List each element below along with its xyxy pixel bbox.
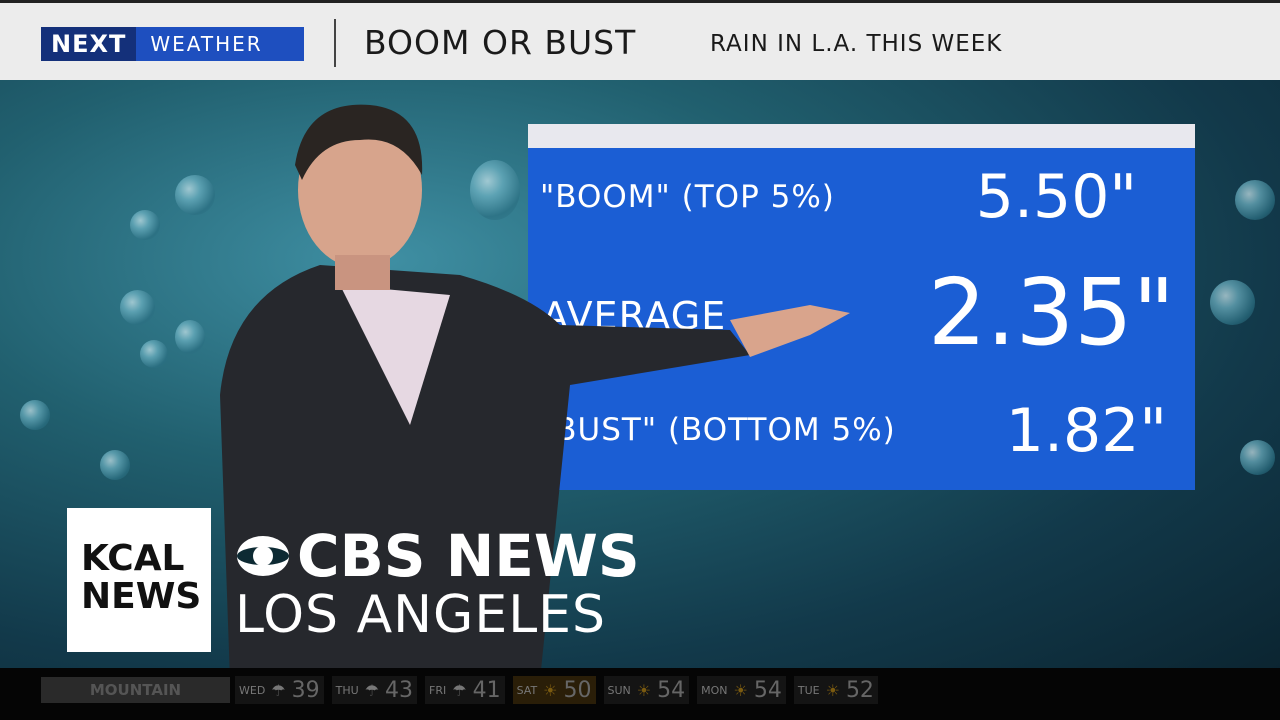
kcal-text: KCAL xyxy=(81,538,185,579)
rain-icon: ☂ xyxy=(271,680,286,700)
sun-icon: ☀ xyxy=(825,680,840,700)
forecast-day: FRI ☂ 41 xyxy=(425,676,505,704)
rain-icon: ☂ xyxy=(452,680,467,700)
logo-next: NEXT xyxy=(41,27,137,61)
next-weather-logo: NEXT WEATHER xyxy=(41,27,304,61)
forecast-day: TUE ☀ 52 xyxy=(793,676,878,704)
forecast-day: MON ☀ 54 xyxy=(697,676,786,704)
kcal-news-logo: KCAL NEWS xyxy=(67,508,211,652)
subheadline: RAIN IN L.A. THIS WEEK xyxy=(710,31,1003,57)
cbs-news-text: CBS NEWS xyxy=(297,522,640,590)
cbs-news-logo: CBS NEWS xyxy=(235,522,640,590)
bust-label: "BUST" (BOTTOM 5%) xyxy=(540,412,896,448)
city-name: LOS ANGELES xyxy=(235,585,607,645)
rain-icon: ☂ xyxy=(364,680,380,700)
average-value: 2.35" xyxy=(927,259,1175,366)
boom-label: "BOOM" (TOP 5%) xyxy=(540,179,835,215)
headline: BOOM OR BUST xyxy=(364,23,637,62)
top-banner: NEXT WEATHER BOOM OR BUST RAIN IN L.A. T… xyxy=(0,0,1280,80)
sun-icon: ☀ xyxy=(543,680,558,700)
presenter xyxy=(220,104,850,680)
forecast-day: SUN ☀ 54 xyxy=(603,676,690,704)
bust-value: 1.82" xyxy=(1005,396,1167,466)
cbs-eye-icon xyxy=(237,536,289,576)
sun-icon: ☀ xyxy=(636,680,652,700)
logo-weather: WEATHER xyxy=(150,32,263,56)
rainfall-board: "BOOM" (TOP 5%) 5.50" AVERAGE 2.35" "BUS… xyxy=(528,124,1195,490)
forecast-day: THU ☂ 43 xyxy=(331,676,418,704)
weather-ticker: MOUNTAIN WED ☂ 39 THU ☂ 43 FRI ☂ 41 SAT ☀ 50 SUN… xyxy=(0,668,1280,720)
ticker-region: MOUNTAIN xyxy=(41,677,230,703)
forecast-day: WED ☂ 39 xyxy=(235,676,324,704)
boom-value: 5.50" xyxy=(975,162,1137,232)
divider xyxy=(334,19,336,67)
sun-icon: ☀ xyxy=(733,680,748,700)
forecast-day: SAT ☀ 50 xyxy=(512,676,596,704)
news-text: NEWS xyxy=(81,576,202,617)
